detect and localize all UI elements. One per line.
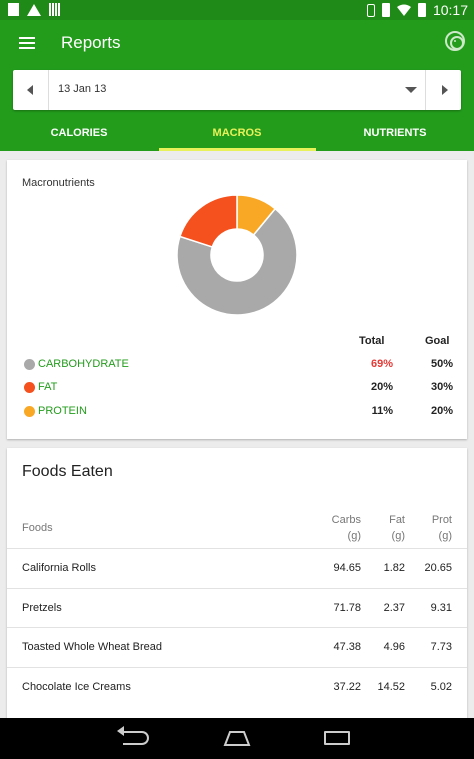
macro-total: 11%: [371, 405, 393, 417]
food-prot: 20.65: [424, 562, 452, 574]
food-prot: 7.73: [430, 641, 452, 653]
macros-title: Macronutrients: [22, 177, 95, 189]
food-fat: 1.82: [383, 562, 405, 574]
date-value[interactable]: 13 Jan 13: [58, 83, 107, 95]
macro-goal: 50%: [430, 358, 453, 370]
dropdown-arrow-icon[interactable]: [405, 87, 417, 93]
legend-dot-fat: [24, 382, 35, 393]
system-nav-bar: [0, 718, 474, 759]
macro-goal: 20%: [430, 405, 453, 417]
warning-icon: [27, 3, 41, 16]
header-prot-unit: (g): [438, 530, 452, 542]
tab-calories[interactable]: CALORIES: [50, 127, 108, 139]
macros-donut-chart: [176, 194, 298, 316]
macro-row-protein: PROTEIN 11% 20%: [24, 405, 454, 419]
chevron-left-icon[interactable]: [13, 70, 49, 110]
food-fat: 14.52: [377, 681, 405, 693]
chevron-right-icon[interactable]: [425, 70, 461, 110]
column-total: Total: [359, 335, 385, 347]
column-goal: Goal: [425, 335, 450, 347]
page-title: Reports: [61, 33, 121, 52]
food-fat: 4.96: [383, 641, 405, 653]
date-selector: 13 Jan 13: [13, 70, 461, 110]
hamburger-menu-icon[interactable]: [19, 37, 35, 49]
target-icon[interactable]: [445, 31, 465, 51]
notification-icon: [8, 3, 19, 16]
wifi-icon: [396, 4, 411, 16]
food-name: California Rolls: [22, 562, 96, 574]
food-carbs: 47.38: [333, 641, 361, 653]
vibrate-icon: [381, 3, 390, 17]
food-row[interactable]: Toasted Whole Wheat Bread 47.38 4.96 7.7…: [7, 627, 467, 667]
foods-card: Foods Eaten Foods Carbs (g) Fat (g) Prot…: [7, 448, 467, 718]
food-name: Chocolate Ice Creams: [22, 681, 131, 693]
macro-label: FAT: [38, 381, 58, 393]
header-fat-label: Fat: [389, 514, 405, 526]
barcode-icon: [49, 3, 60, 16]
macro-total: 20%: [370, 381, 393, 393]
food-carbs: 71.78: [333, 602, 361, 614]
status-bar: 10:17: [0, 0, 474, 20]
header-prot: Prot (g): [432, 512, 452, 544]
header-carbs: Carbs (g): [332, 512, 361, 544]
tab-indicator: [159, 148, 316, 151]
legend-dot-carbohydrate: [24, 359, 35, 370]
food-fat: 2.37: [383, 602, 405, 614]
food-name: Pretzels: [22, 602, 62, 614]
macro-row-fat: FAT 20% 30%: [24, 381, 454, 395]
bluetooth-icon: [366, 3, 375, 17]
header-carbs-label: Carbs: [331, 514, 361, 526]
donut-slice-fat: [178, 194, 238, 248]
foods-title: Foods Eaten: [22, 463, 113, 480]
header-prot-label: Prot: [431, 514, 452, 526]
macro-row-carbohydrate: CARBOHYDRATE 69% 50%: [24, 358, 454, 372]
macros-card: Macronutrients Total Goal CARBOHYDRATE 6…: [7, 160, 467, 439]
header-fat-unit: (g): [391, 530, 405, 542]
home-icon[interactable]: [222, 730, 252, 746]
header-fat: Fat (g): [389, 512, 405, 544]
food-carbs: 94.65: [333, 562, 361, 574]
macro-goal: 30%: [430, 381, 453, 393]
macro-label: CARBOHYDRATE: [38, 358, 129, 370]
macro-label: PROTEIN: [38, 405, 87, 417]
battery-icon: [417, 3, 426, 17]
food-row[interactable]: California Rolls 94.65 1.82 20.65: [7, 548, 467, 588]
tab-bar: CALORIES MACROS NUTRIENTS: [0, 118, 474, 151]
status-time: 10:17: [432, 2, 468, 18]
back-icon[interactable]: [117, 726, 149, 745]
food-row[interactable]: Pretzels 71.78 2.37 9.31: [7, 588, 467, 628]
donut-slice-carbohydrate: [176, 207, 298, 316]
food-row[interactable]: Chocolate Ice Creams 37.22 14.52 5.02: [7, 667, 467, 707]
tab-macros[interactable]: MACROS: [212, 127, 262, 139]
food-carbs: 37.22: [333, 681, 361, 693]
header-foods: Foods: [22, 522, 53, 534]
food-name: Toasted Whole Wheat Bread: [22, 641, 163, 653]
food-prot: 5.02: [430, 681, 452, 693]
header-carbs-unit: (g): [347, 530, 361, 542]
legend-dot-protein: [24, 406, 35, 417]
app-bar: Reports 13 Jan 13 CALORIES MACROS NUTRIE…: [0, 20, 474, 151]
food-prot: 9.31: [430, 602, 452, 614]
recent-apps-icon[interactable]: [324, 731, 350, 745]
tab-nutrients[interactable]: NUTRIENTS: [363, 127, 427, 139]
macro-total: 69%: [370, 358, 393, 370]
